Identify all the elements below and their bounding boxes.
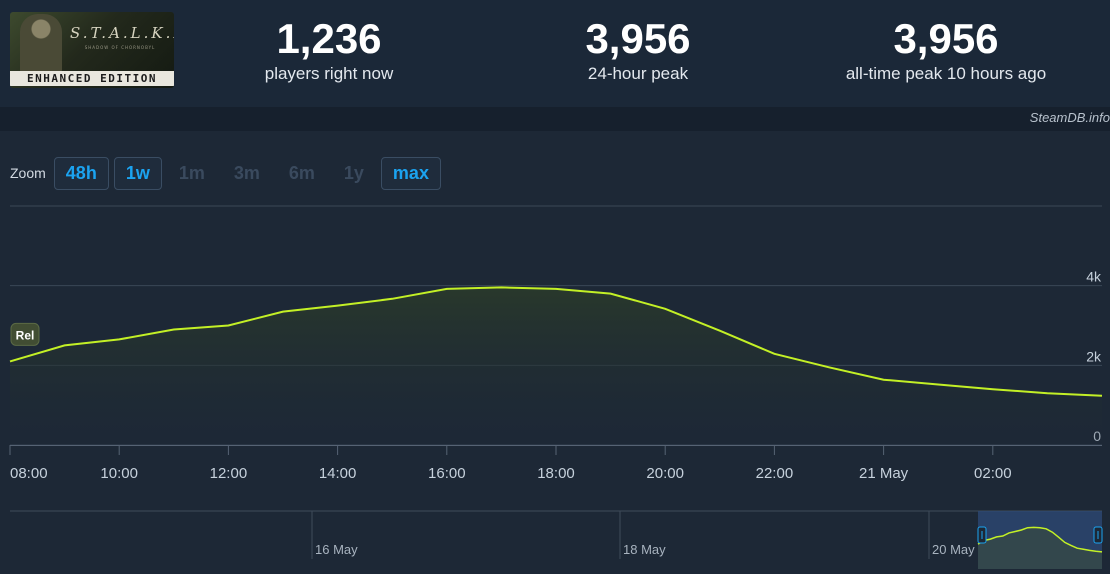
x-tick-label: 18:00 xyxy=(537,465,575,482)
chart-section: SteamDB.info Zoom 48h 1w 1m 3m 6m 1y max… xyxy=(0,107,1110,574)
chart-top-strip: SteamDB.info xyxy=(0,107,1110,131)
release-flag xyxy=(10,322,40,346)
stat-value: 3,956 xyxy=(893,15,999,62)
game-logo[interactable]: S.T.A.L.K.E.R. SHADOW OF CHORNOBYL ENHAN… xyxy=(10,12,174,88)
stalker-figure-icon xyxy=(20,14,62,74)
zoom-button-1y[interactable]: 1y xyxy=(332,157,376,190)
zoom-button-3m[interactable]: 3m xyxy=(222,157,272,190)
header: S.T.A.L.K.E.R. SHADOW OF CHORNOBYL ENHAN… xyxy=(0,0,1110,107)
navigator-line xyxy=(977,526,1103,553)
player-count-chart[interactable]: 02k4k08:0010:0012:0014:0016:0018:0020:00… xyxy=(0,107,1110,574)
zoom-controls: Zoom 48h 1w 1m 3m 6m 1y max xyxy=(10,155,446,191)
x-tick-label: 14:00 xyxy=(319,465,357,482)
logo-subtitle: SHADOW OF CHORNOBYL xyxy=(84,45,156,50)
release-flag-label: Rel xyxy=(16,328,35,342)
navigator-date-label: 18 May xyxy=(623,542,666,557)
y-tick-label: 4k xyxy=(1086,269,1102,285)
x-tick-label: 08:00 xyxy=(10,465,48,482)
x-tick-label: 22:00 xyxy=(756,465,794,482)
series-line xyxy=(9,286,1103,397)
zoom-button-max[interactable]: max xyxy=(380,156,441,190)
stat-label: all-time peak 10 hours ago xyxy=(845,64,1047,83)
x-tick-label: 16:00 xyxy=(428,465,466,482)
x-tick-label: 12:00 xyxy=(210,465,248,482)
y-tick-label: 2k xyxy=(1086,348,1102,364)
stat-value: 3,956 xyxy=(585,15,691,62)
zoom-button-1w[interactable]: 1w xyxy=(113,156,162,190)
stat-label: players right now xyxy=(264,64,394,83)
zoom-button-1m[interactable]: 1m xyxy=(167,157,217,190)
logo-title: S.T.A.L.K.E.R. xyxy=(70,24,174,42)
x-tick-label: 21 May xyxy=(859,465,909,482)
navigator-area xyxy=(978,527,1102,569)
x-tick-label: 20:00 xyxy=(646,465,684,482)
stat-24h-peak: 3,956 24-hour peak xyxy=(538,14,738,84)
zoom-label: Zoom xyxy=(10,165,46,181)
series-area xyxy=(10,287,1102,445)
x-tick-label: 10:00 xyxy=(100,465,138,482)
steamdb-credit[interactable]: SteamDB.info xyxy=(1029,110,1110,125)
x-tick-label: 02:00 xyxy=(974,465,1012,482)
logo-band: ENHANCED EDITION xyxy=(10,71,174,86)
zoom-button-6m[interactable]: 6m xyxy=(277,157,327,190)
navigator-date-label: 20 May xyxy=(932,542,975,557)
stat-value: 1,236 xyxy=(276,15,382,62)
stat-label: 24-hour peak xyxy=(587,64,689,83)
navigator-date-label: 16 May xyxy=(315,542,358,557)
stat-current-players: 1,236 players right now xyxy=(229,14,429,84)
zoom-button-48h[interactable]: 48h xyxy=(53,156,109,190)
stat-all-time-peak: 3,956 all-time peak 10 hours ago xyxy=(796,14,1096,84)
